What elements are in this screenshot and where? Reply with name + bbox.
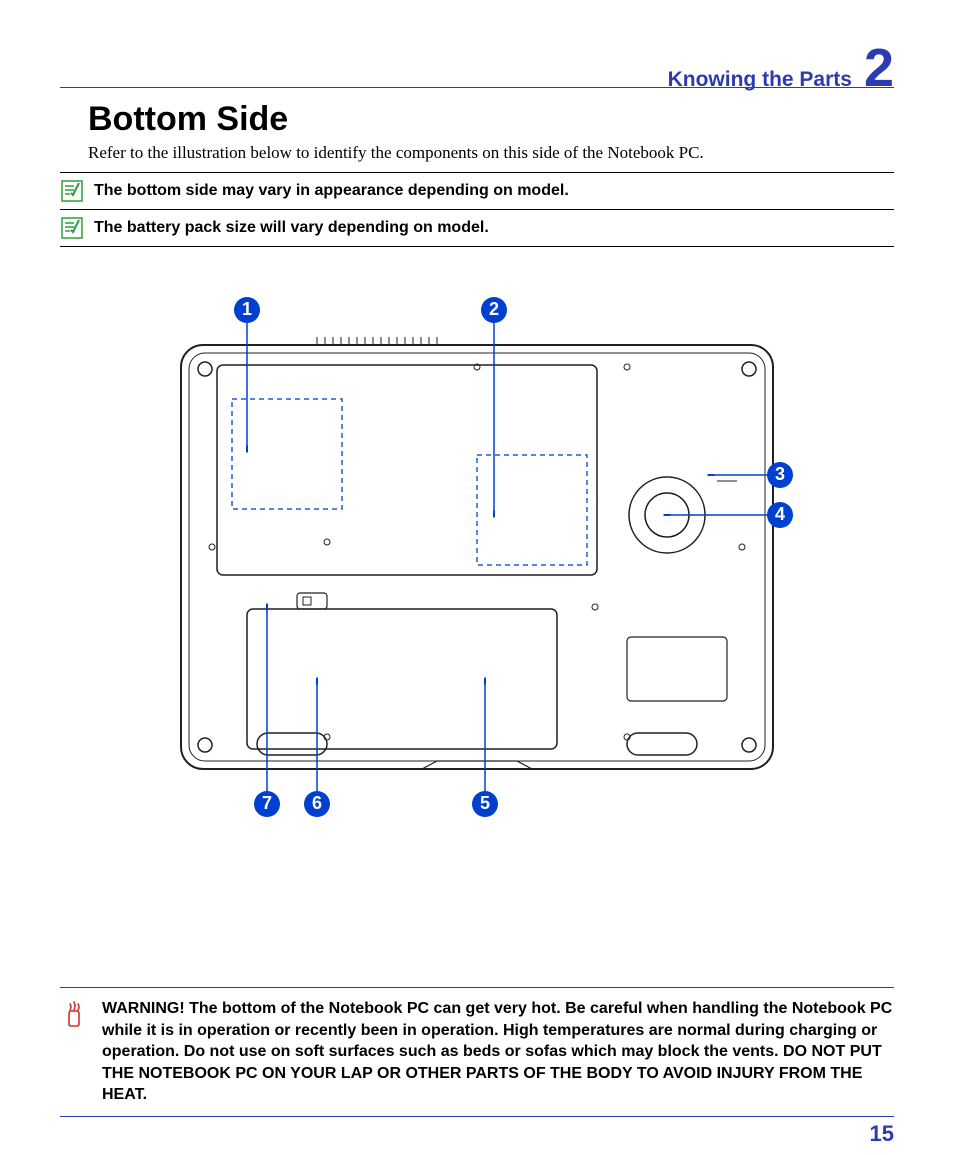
section-intro: Refer to the illustration below to ident… [88, 143, 894, 163]
warning-hot-icon [60, 1000, 88, 1028]
callout-1: 1 [234, 297, 260, 323]
callout-5: 5 [472, 791, 498, 817]
callout-label: 6 [312, 793, 322, 814]
callout-4: 4 [767, 502, 793, 528]
callout-3: 3 [767, 462, 793, 488]
note-row: The bottom side may vary in appearance d… [60, 172, 894, 210]
callout-label: 7 [262, 793, 272, 814]
callout-label: 1 [242, 299, 252, 320]
callout-label: 3 [775, 464, 785, 485]
callout-7: 7 [254, 791, 280, 817]
note-icon [60, 179, 84, 203]
callout-label: 5 [480, 793, 490, 814]
page-number: 15 [870, 1121, 894, 1147]
callout-label: 4 [775, 504, 785, 525]
leader-line [663, 514, 771, 516]
note-text: The battery pack size will vary dependin… [94, 219, 489, 237]
chapter-number: 2 [864, 44, 894, 93]
leader-line [493, 323, 495, 518]
leader-line [707, 474, 771, 476]
callout-2: 2 [481, 297, 507, 323]
leader-line [246, 323, 248, 453]
page-header: Knowing the Parts 2 [60, 44, 894, 93]
leader-line [316, 677, 318, 795]
bottom-diagram: 1 2 3 4 5 6 7 [147, 297, 807, 837]
note-text: The bottom side may vary in appearance d… [94, 182, 569, 200]
section-title: Bottom Side [88, 100, 894, 139]
leader-line [266, 603, 268, 795]
callout-label: 2 [489, 299, 499, 320]
note-row: The battery pack size will vary dependin… [60, 209, 894, 247]
leader-line [484, 677, 486, 795]
warning-text: WARNING! The bottom of the Notebook PC c… [102, 998, 894, 1106]
callout-6: 6 [304, 791, 330, 817]
note-icon [60, 216, 84, 240]
warning-block: WARNING! The bottom of the Notebook PC c… [60, 987, 894, 1117]
chapter-label: Knowing the Parts [668, 68, 852, 92]
